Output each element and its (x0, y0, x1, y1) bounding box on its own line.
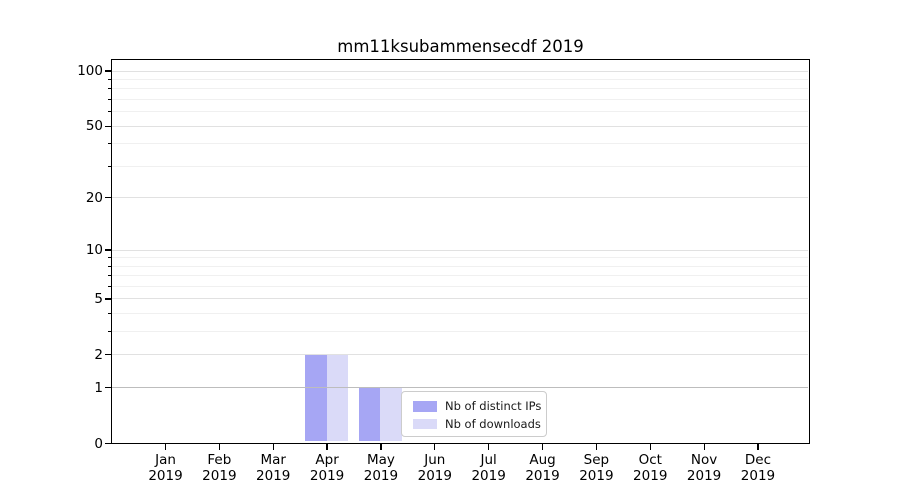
x-tick-label: Dec 2019 (740, 451, 776, 485)
legend-label-downloads: Nb of downloads (445, 416, 541, 431)
x-tick-label: Sep 2019 (579, 451, 614, 485)
legend-swatch-downloads (413, 418, 437, 429)
y-gridline-major (112, 70, 808, 72)
y-gridline-minor (112, 143, 808, 145)
x-axis-tick (757, 443, 759, 450)
y-axis-minor-tick (107, 257, 111, 259)
y-gridline-minor (112, 285, 808, 287)
y-gridline-minor (112, 165, 808, 167)
y-axis-minor-tick (107, 275, 111, 277)
bar-nb-of-distinct-ips-apr (304, 354, 327, 442)
y-axis-tick (105, 354, 111, 356)
x-axis-tick (488, 443, 490, 450)
y-tick-label: 50 (85, 118, 103, 135)
chart-title: mm11ksubammensecdf 2019 (337, 37, 584, 56)
y-axis-tick (105, 298, 111, 300)
y-axis-minor-tick (107, 285, 111, 287)
x-tick-label: Apr 2019 (309, 451, 345, 485)
y-axis-minor-tick (107, 99, 111, 101)
y-axis-minor-tick (107, 265, 111, 267)
x-axis-tick (703, 443, 705, 450)
y-tick-label: 5 (94, 290, 103, 307)
bar-nb-of-distinct-ips-may (358, 387, 381, 442)
legend-item-distinct-ips: Nb of distinct IPs (413, 398, 542, 416)
y-axis-minor-tick (107, 88, 111, 90)
x-axis-tick (595, 443, 597, 450)
x-tick-label: Aug 2019 (525, 451, 560, 485)
y-gridline-minor (112, 79, 808, 80)
y-gridline-major (112, 387, 808, 389)
x-axis-tick (434, 443, 436, 450)
y-axis-tick (105, 70, 111, 72)
y-gridline-minor (112, 257, 808, 259)
y-axis-minor-tick (107, 111, 111, 113)
y-axis-tick (105, 249, 111, 251)
x-axis-tick (541, 443, 544, 450)
y-gridline-minor (112, 275, 808, 277)
y-axis-tick (105, 442, 111, 445)
legend: Nb of distinct IPs Nb of downloads (401, 390, 547, 437)
y-gridline-minor (112, 265, 808, 267)
y-tick-label: 1 (94, 379, 103, 396)
plot-area (111, 59, 810, 444)
y-gridline-major (112, 125, 808, 127)
y-tick-label: 2 (94, 346, 103, 363)
y-gridline-minor (112, 313, 808, 315)
x-axis-tick (649, 443, 651, 450)
y-axis-minor-tick (107, 165, 111, 167)
y-tick-label: 20 (85, 189, 103, 206)
legend-item-downloads: Nb of downloads (413, 415, 541, 433)
x-tick-label: Jan 2019 (148, 451, 183, 485)
x-tick-label: Mar 2019 (256, 451, 291, 485)
bar-nb-of-downloads-apr (326, 354, 349, 442)
x-axis-tick (272, 443, 274, 450)
x-tick-label: Jun 2019 (417, 451, 452, 485)
y-axis-tick (105, 125, 111, 127)
x-axis-tick (326, 443, 328, 450)
y-axis-minor-tick (107, 331, 111, 333)
y-axis-minor-tick (107, 143, 111, 145)
x-tick-label: Nov 2019 (686, 451, 722, 485)
x-axis-tick (380, 443, 382, 450)
x-tick-label: Oct 2019 (633, 451, 668, 485)
y-gridline-minor (112, 331, 808, 333)
x-tick-label: Jul 2019 (471, 451, 506, 485)
y-tick-label: 0 (94, 435, 103, 452)
y-tick-label: 10 (85, 242, 103, 258)
y-gridline-minor (112, 111, 808, 113)
y-gridline-major (112, 197, 808, 199)
x-tick-label: Feb 2019 (202, 451, 237, 485)
y-axis-minor-tick (107, 313, 111, 315)
legend-swatch-distinct-ips (413, 401, 437, 412)
y-gridline-minor (112, 88, 808, 90)
x-axis-tick (218, 443, 220, 450)
y-gridline-major (112, 249, 808, 251)
bar-nb-of-downloads-may (380, 387, 403, 442)
y-axis-tick (105, 197, 111, 199)
x-axis-tick (164, 443, 167, 450)
y-gridline-major (112, 298, 808, 300)
legend-label-distinct-ips: Nb of distinct IPs (445, 399, 542, 414)
y-axis-tick (105, 386, 111, 389)
y-axis-minor-tick (107, 79, 111, 80)
x-tick-label: May 2019 (363, 451, 399, 485)
y-gridline-minor (112, 99, 808, 101)
y-gridline-major (112, 354, 808, 356)
y-tick-label: 100 (77, 63, 103, 80)
